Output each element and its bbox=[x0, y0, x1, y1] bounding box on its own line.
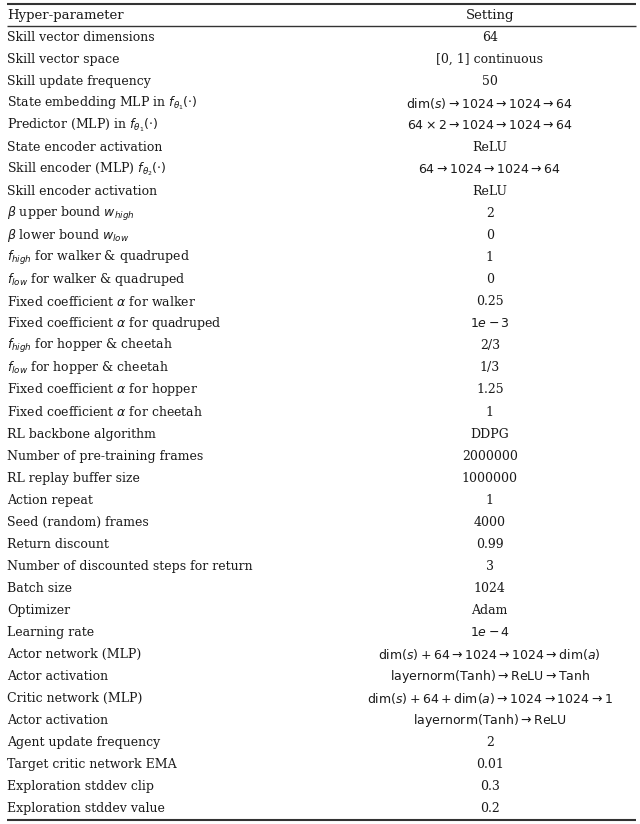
Text: Optimizer: Optimizer bbox=[7, 604, 70, 617]
Text: 50: 50 bbox=[482, 75, 498, 87]
Text: 2000000: 2000000 bbox=[462, 450, 518, 462]
Text: 4000: 4000 bbox=[474, 516, 506, 529]
Text: 1024: 1024 bbox=[474, 582, 506, 595]
Text: Exploration stddev clip: Exploration stddev clip bbox=[7, 780, 154, 794]
Text: 0: 0 bbox=[486, 274, 493, 286]
Text: 1/3: 1/3 bbox=[479, 362, 500, 374]
Text: 1: 1 bbox=[486, 494, 493, 507]
Text: 0: 0 bbox=[486, 229, 493, 242]
Text: $f_{low}$ for hopper & cheetah: $f_{low}$ for hopper & cheetah bbox=[7, 359, 169, 377]
Text: Critic network (MLP): Critic network (MLP) bbox=[7, 692, 142, 705]
Text: Predictor (MLP) in $f_{\theta_1}(\cdot)$: Predictor (MLP) in $f_{\theta_1}(\cdot)$ bbox=[7, 116, 159, 134]
Text: 2/3: 2/3 bbox=[480, 339, 500, 353]
Text: Fixed coefficient $\alpha$ for quadruped: Fixed coefficient $\alpha$ for quadruped bbox=[7, 316, 221, 332]
Text: Seed (random) frames: Seed (random) frames bbox=[7, 516, 148, 529]
Text: RL backbone algorithm: RL backbone algorithm bbox=[7, 428, 156, 441]
Text: Hyper-parameter: Hyper-parameter bbox=[7, 8, 124, 21]
Text: Adam: Adam bbox=[472, 604, 508, 617]
Text: 0.01: 0.01 bbox=[476, 758, 504, 771]
Text: Actor activation: Actor activation bbox=[7, 714, 108, 728]
Text: Fixed coefficient $\alpha$ for hopper: Fixed coefficient $\alpha$ for hopper bbox=[7, 382, 198, 399]
Text: DDPG: DDPG bbox=[470, 428, 509, 441]
Text: $64 \times 2 \rightarrow 1024 \rightarrow 1024 \rightarrow 64$: $64 \times 2 \rightarrow 1024 \rightarro… bbox=[407, 119, 573, 132]
Text: Skill vector dimensions: Skill vector dimensions bbox=[7, 30, 155, 44]
Text: Exploration stddev value: Exploration stddev value bbox=[7, 803, 165, 816]
Text: Actor activation: Actor activation bbox=[7, 670, 108, 683]
Text: $\mathrm{layernorm(Tanh)} \rightarrow \mathrm{ReLU}$: $\mathrm{layernorm(Tanh)} \rightarrow \m… bbox=[413, 712, 566, 729]
Text: 1.25: 1.25 bbox=[476, 383, 504, 396]
Text: Learning rate: Learning rate bbox=[7, 626, 94, 639]
Text: $1e-3$: $1e-3$ bbox=[470, 317, 509, 330]
Text: 0.25: 0.25 bbox=[476, 295, 504, 308]
Text: 1000000: 1000000 bbox=[461, 471, 518, 485]
Text: 1: 1 bbox=[486, 251, 493, 265]
Text: 0.3: 0.3 bbox=[480, 780, 500, 794]
Text: $64 \rightarrow 1024 \rightarrow 1024 \rightarrow 64$: $64 \rightarrow 1024 \rightarrow 1024 \r… bbox=[419, 163, 561, 176]
Text: ReLU: ReLU bbox=[472, 141, 508, 154]
Text: 0.99: 0.99 bbox=[476, 538, 504, 550]
Text: $f_{high}$ for walker & quadruped: $f_{high}$ for walker & quadruped bbox=[7, 249, 189, 267]
Text: Skill update frequency: Skill update frequency bbox=[7, 75, 151, 87]
Text: ReLU: ReLU bbox=[472, 185, 508, 198]
Text: Skill vector space: Skill vector space bbox=[7, 53, 120, 66]
Text: $\mathrm{layernorm(Tanh)} \rightarrow \mathrm{ReLU} \rightarrow \mathrm{Tanh}$: $\mathrm{layernorm(Tanh)} \rightarrow \m… bbox=[390, 668, 590, 685]
Text: State embedding MLP in $f_{\theta_1}(\cdot)$: State embedding MLP in $f_{\theta_1}(\cd… bbox=[7, 95, 198, 112]
Text: RL replay buffer size: RL replay buffer size bbox=[7, 471, 140, 485]
Text: $\beta$ upper bound $w_{high}$: $\beta$ upper bound $w_{high}$ bbox=[7, 204, 134, 222]
Text: Actor network (MLP): Actor network (MLP) bbox=[7, 648, 141, 661]
Text: $f_{high}$ for hopper & cheetah: $f_{high}$ for hopper & cheetah bbox=[7, 337, 173, 355]
Text: $\beta$ lower bound $w_{low}$: $\beta$ lower bound $w_{low}$ bbox=[7, 227, 129, 244]
Text: 1: 1 bbox=[486, 405, 493, 419]
Text: [0, 1] continuous: [0, 1] continuous bbox=[436, 53, 543, 66]
Text: $\mathrm{dim}(s) + 64 + \mathrm{dim}(a) \rightarrow 1024 \rightarrow 1024 \right: $\mathrm{dim}(s) + 64 + \mathrm{dim}(a) … bbox=[367, 691, 612, 706]
Text: Fixed coefficient $\alpha$ for cheetah: Fixed coefficient $\alpha$ for cheetah bbox=[7, 405, 203, 419]
Text: 64: 64 bbox=[482, 30, 498, 44]
Text: $f_{low}$ for walker & quadruped: $f_{low}$ for walker & quadruped bbox=[7, 271, 186, 288]
Text: 3: 3 bbox=[486, 559, 493, 573]
Text: 2: 2 bbox=[486, 207, 493, 220]
Text: Skill encoder activation: Skill encoder activation bbox=[7, 185, 157, 198]
Text: $1e-4$: $1e-4$ bbox=[470, 626, 510, 639]
Text: 2: 2 bbox=[486, 737, 493, 749]
Text: 0.2: 0.2 bbox=[480, 803, 500, 816]
Text: Fixed coefficient $\alpha$ for walker: Fixed coefficient $\alpha$ for walker bbox=[7, 295, 196, 309]
Text: Skill encoder (MLP) $f_{\theta_2}(\cdot)$: Skill encoder (MLP) $f_{\theta_2}(\cdot)… bbox=[7, 161, 166, 178]
Text: $\mathrm{dim}(s) + 64 \rightarrow 1024 \rightarrow 1024 \rightarrow \mathrm{dim}: $\mathrm{dim}(s) + 64 \rightarrow 1024 \… bbox=[378, 647, 601, 662]
Text: Return discount: Return discount bbox=[7, 538, 109, 550]
Text: Number of pre-training frames: Number of pre-training frames bbox=[7, 450, 204, 462]
Text: Agent update frequency: Agent update frequency bbox=[7, 737, 160, 749]
Text: Target critic network EMA: Target critic network EMA bbox=[7, 758, 177, 771]
Text: Number of discounted steps for return: Number of discounted steps for return bbox=[7, 559, 253, 573]
Text: Batch size: Batch size bbox=[7, 582, 72, 595]
Text: Action repeat: Action repeat bbox=[7, 494, 93, 507]
Text: $\mathrm{dim}(s) \rightarrow 1024 \rightarrow 1024 \rightarrow 64$: $\mathrm{dim}(s) \rightarrow 1024 \right… bbox=[406, 96, 573, 110]
Text: State encoder activation: State encoder activation bbox=[7, 141, 163, 154]
Text: Setting: Setting bbox=[465, 8, 514, 21]
